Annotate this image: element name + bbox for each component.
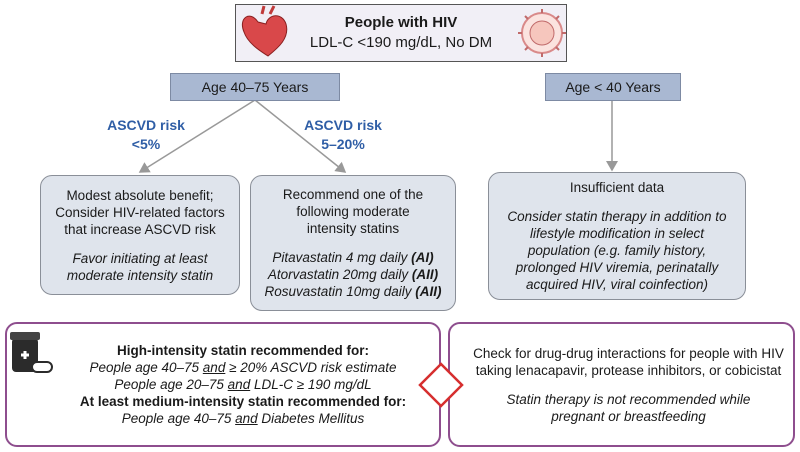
item: People age 40–75 and ≥ 20% ASCVD risk es… bbox=[89, 359, 396, 376]
text-line: Consider HIV-related factors bbox=[55, 204, 225, 220]
box-mid-risk: Recommend one of the following moderate … bbox=[250, 175, 456, 311]
grade: (AII) bbox=[415, 284, 442, 299]
note-line: Statin therapy is not recommended while bbox=[506, 391, 751, 407]
item-text: ≥ 20% ASCVD risk estimate bbox=[225, 360, 397, 375]
risk-text: ASCVD risk bbox=[304, 117, 382, 133]
item-text: People age 20–75 bbox=[114, 377, 228, 392]
text-line: Check for drug-drug interactions for peo… bbox=[473, 345, 784, 361]
grade: (AII) bbox=[411, 267, 439, 282]
item: People age 40–75 and Diabetes Mellitus bbox=[122, 410, 364, 427]
text-line: following moderate bbox=[296, 204, 410, 219]
item-text: and bbox=[227, 377, 251, 392]
note-line: lifestyle modification in select bbox=[529, 226, 705, 241]
risk-value: 5–20% bbox=[321, 136, 365, 152]
arrow bbox=[254, 99, 347, 173]
age-left: Age 40–75 Years bbox=[170, 73, 340, 101]
heading: High-intensity statin recommended for: bbox=[116, 343, 370, 358]
text-line: Modest absolute benefit; bbox=[66, 187, 214, 203]
statin-line: Atorvastatin 20mg daily (AII) bbox=[268, 266, 438, 283]
top-box: People with HIV LDL-C <190 mg/dL, No DM bbox=[235, 4, 567, 62]
statin: Pitavastatin 4 mg daily bbox=[272, 250, 408, 265]
item-text: People age 40–75 bbox=[89, 360, 203, 375]
statin-line: Rosuvastatin 10mg daily (AII) bbox=[264, 283, 441, 300]
text-line: Recommend one of the bbox=[282, 187, 424, 202]
risk-value: <5% bbox=[131, 136, 161, 152]
note-line: Favor initiating at least bbox=[72, 250, 208, 266]
branch-label: Age < 40 Years bbox=[565, 78, 661, 95]
box-recommendations: High-intensity statin recommended for: P… bbox=[5, 322, 441, 447]
grade: (AI) bbox=[411, 250, 434, 265]
risk-text: ASCVD risk bbox=[107, 117, 185, 133]
statin: Rosuvastatin 10mg daily bbox=[264, 284, 412, 299]
statin: Atorvastatin 20mg daily bbox=[267, 267, 409, 282]
title: People with HIV bbox=[344, 14, 458, 31]
item-text: and bbox=[235, 411, 258, 426]
text-line: Insufficient data bbox=[569, 180, 665, 195]
item-text: Diabetes Mellitus bbox=[257, 411, 365, 426]
box-interactions: Check for drug-drug interactions for peo… bbox=[448, 322, 795, 447]
item-text: People age 40–75 bbox=[121, 411, 236, 426]
age-right: Age < 40 Years bbox=[545, 73, 681, 101]
note-line: Consider statin therapy in addition to bbox=[507, 209, 727, 224]
text-line: intensity statins bbox=[306, 221, 400, 236]
arrow bbox=[138, 99, 256, 173]
note-line: prolonged HIV viremia, perinatally bbox=[515, 260, 719, 275]
risk-label: ASCVD risk <5% bbox=[96, 116, 196, 154]
risk-label: ASCVD risk 5–20% bbox=[293, 116, 393, 154]
box-young: Insufficient data Consider statin therap… bbox=[488, 172, 746, 300]
text-line: that increase ASCVD risk bbox=[64, 221, 216, 237]
item: People age 20–75 and LDL-C ≥ 190 mg/dL bbox=[114, 376, 371, 393]
text-line: taking lenacapavir, protease inhibitors,… bbox=[475, 362, 782, 378]
statin-line: Pitavastatin 4 mg daily (AI) bbox=[272, 249, 433, 266]
item-text: and bbox=[202, 360, 226, 375]
subtitle: LDL-C <190 mg/dL, No DM bbox=[309, 34, 493, 51]
note-line: pregnant or breastfeeding bbox=[551, 408, 706, 424]
note-line: population (e.g. family history, bbox=[527, 243, 707, 258]
item-text: LDL-C ≥ 190 mg/dL bbox=[250, 377, 372, 392]
heading: At least medium-intensity statin recomme… bbox=[79, 394, 407, 409]
note-line: moderate intensity statin bbox=[66, 267, 214, 283]
box-low-risk: Modest absolute benefit; Consider HIV-re… bbox=[40, 175, 240, 295]
branch-label: Age 40–75 Years bbox=[201, 78, 309, 95]
note-line: acquired HIV, viral coinfection) bbox=[525, 277, 709, 292]
